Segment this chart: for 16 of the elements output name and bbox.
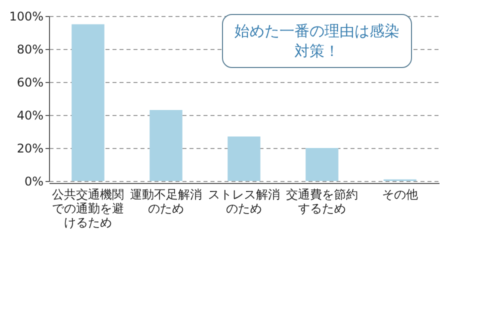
y-tick-label: 100% [9, 10, 44, 24]
y-tick-label: 80% [16, 42, 44, 56]
y-tick-label: 40% [16, 108, 44, 122]
speech-bubble: 始めた一番の理由は感染対策！ [222, 14, 412, 68]
x-tick-label: その他 [382, 188, 418, 202]
bar [150, 110, 182, 181]
x-tick-label: 運動不足解消のため [130, 188, 202, 216]
x-tick-label: 交通費を節約するため [286, 188, 358, 216]
bar [72, 24, 104, 181]
x-tick-label: 公共交通機関での通勤を避けるため [52, 188, 124, 230]
y-tick-label: 20% [16, 142, 44, 156]
y-tick-label: 60% [16, 76, 44, 90]
y-tick-label: 0% [24, 174, 44, 188]
bar [228, 136, 260, 181]
bar [306, 148, 338, 181]
x-tick-label: ストレス解消のため [208, 188, 280, 216]
